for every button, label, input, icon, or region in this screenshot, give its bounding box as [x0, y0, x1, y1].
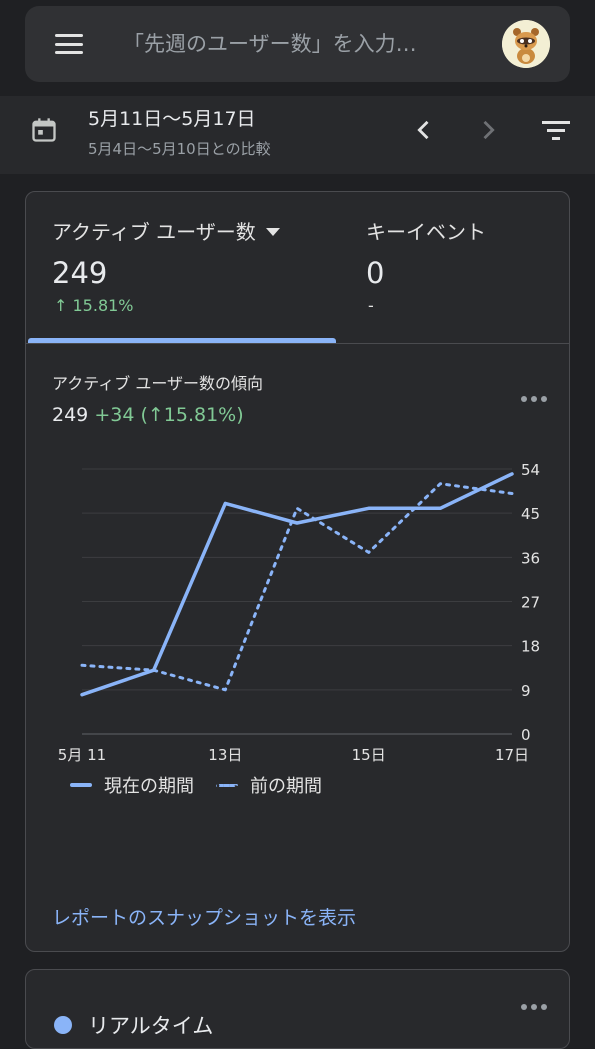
chart-summary: 249 +34 (↑15.81%): [52, 404, 244, 426]
y-tick-label: 27: [521, 594, 540, 612]
y-tick-label: 45: [521, 505, 540, 523]
chevron-left-icon[interactable]: [410, 116, 438, 144]
metric-label: キーイベント: [366, 220, 486, 244]
view-report-snapshot-link[interactable]: レポートのスナップショットを表示: [52, 907, 357, 929]
metric-change: -: [368, 296, 374, 315]
metric-tabs: アクティブ ユーザー数 249 ↑ 15.81% キーイベント 0 -: [26, 192, 569, 344]
legend-item-current: 現在の期間: [70, 772, 194, 798]
search-input[interactable]: [121, 24, 481, 64]
legend-label: 現在の期間: [104, 776, 194, 797]
divider: [26, 343, 569, 344]
realtime-title: リアルタイム: [88, 1014, 214, 1038]
series-line-previous: [80, 482, 514, 692]
overview-card: アクティブ ユーザー数 249 ↑ 15.81% キーイベント 0 - アクティ…: [25, 191, 570, 952]
dropdown-caret-icon[interactable]: [265, 227, 280, 236]
x-tick-label: 17日: [495, 746, 529, 764]
y-tick-label: 54: [521, 461, 540, 479]
realtime-card: リアルタイム: [25, 969, 570, 1049]
y-tick-label: 0: [521, 726, 531, 744]
chart-legend: 現在の期間 前の期間: [70, 772, 344, 798]
raccoon-avatar-icon: [502, 20, 550, 68]
more-horiz-icon[interactable]: [519, 1000, 549, 1014]
legend-label: 前の期間: [250, 776, 322, 797]
selected-tab-indicator: [28, 338, 336, 343]
more-horiz-icon[interactable]: [519, 392, 549, 406]
metric-value: 0: [366, 256, 385, 290]
filter-icon[interactable]: [540, 116, 572, 144]
chevron-right-icon[interactable]: [474, 116, 502, 144]
date-range-current[interactable]: 5月11日〜5月17日: [88, 108, 256, 130]
top-app-bar: [0, 0, 595, 96]
trend-value: 249: [52, 404, 89, 426]
calendar-icon[interactable]: [30, 116, 58, 144]
date-range-bar: 5月11日〜5月17日 5月4日〜5月10日との比較: [0, 96, 595, 174]
series-line-current: [80, 472, 514, 697]
legend-swatch-dotted: [216, 783, 238, 787]
x-tick-label: 13日: [208, 746, 242, 764]
trend-line-chart: 0 9 18 27 36 45 54 5月 11 13日 15日 17日: [58, 461, 540, 764]
realtime-status-icon: [54, 1016, 72, 1034]
y-tick-label: 18: [521, 638, 540, 656]
metric-tab-active-users[interactable]: アクティブ ユーザー数 249 ↑ 15.81%: [26, 192, 338, 344]
x-tick-label: 15日: [352, 746, 386, 764]
metric-label: アクティブ ユーザー数: [52, 220, 256, 244]
metric-change: ↑ 15.81%: [54, 296, 134, 315]
metric-value: 249: [52, 256, 108, 290]
y-tick-label: 9: [521, 682, 531, 700]
search-bar[interactable]: [25, 6, 570, 82]
legend-swatch-solid: [70, 783, 92, 787]
metric-tab-key-events[interactable]: キーイベント 0 -: [338, 192, 569, 344]
chart-title: アクティブ ユーザー数の傾向: [52, 374, 264, 393]
trend-delta: +34 (↑15.81%): [94, 404, 244, 426]
legend-item-previous: 前の期間: [216, 772, 322, 798]
menu-icon[interactable]: [53, 30, 85, 58]
date-range-comparison: 5月4日〜5月10日との比較: [88, 140, 271, 158]
y-tick-label: 36: [521, 549, 540, 567]
avatar[interactable]: [502, 20, 550, 68]
x-tick-label: 5月 11: [58, 746, 106, 764]
